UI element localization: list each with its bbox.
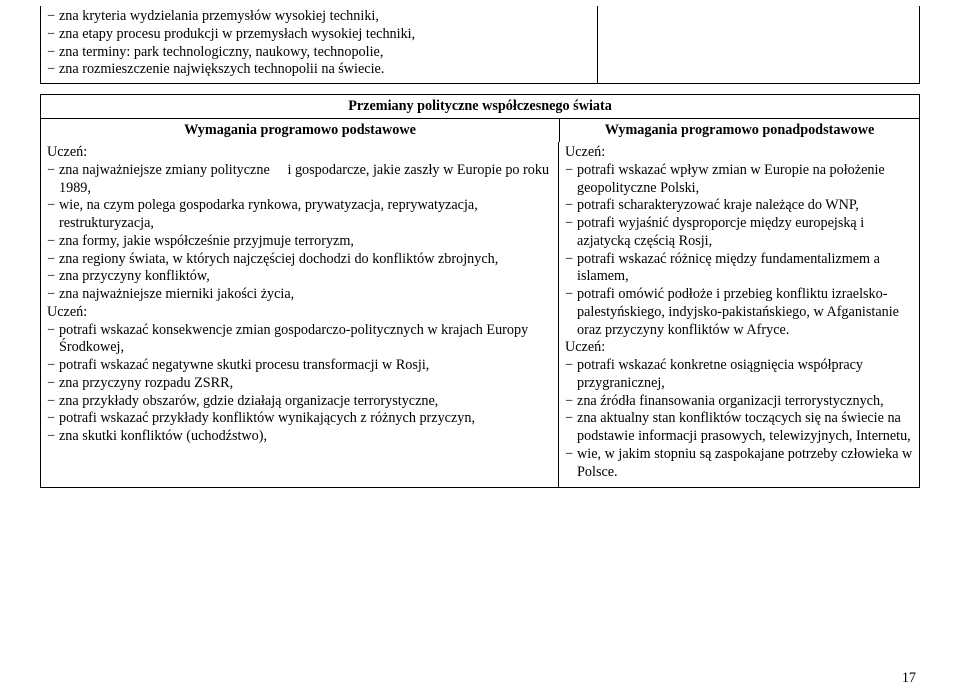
main-table: Przemiany polityczne współczesnego świat…: [40, 94, 920, 488]
list-item: potrafi wskazać przykłady konfliktów wyn…: [47, 410, 552, 428]
uczen-label: Uczeń:: [47, 304, 552, 322]
list-item: zna aktualny stan konfliktów toczących s…: [565, 410, 913, 446]
list-item: zna przyczyny konfliktów,: [47, 268, 552, 286]
list-item: potrafi wskazać konkretne osiągnięcia ws…: [565, 357, 913, 393]
list-item: zna kryteria wydzielania przemysłów wyso…: [47, 8, 591, 26]
main-table-header-left: Wymagania programowo podstawowe: [41, 119, 560, 142]
list-item: wie, na czym polega gospodarka rynkowa, …: [47, 197, 552, 233]
list-item: zna regiony świata, w których najczęście…: [47, 251, 552, 269]
list-item: zna najważniejsze zmiany polityczne i go…: [47, 162, 552, 198]
main-table-title: Przemiany polityczne współczesnego świat…: [41, 95, 919, 119]
list-item: zna etapy procesu produkcji w przemysłac…: [47, 26, 591, 44]
list-item: zna źródła finansowania organizacji terr…: [565, 393, 913, 411]
list-item: wie, w jakim stopniu są zaspokajane potr…: [565, 446, 913, 482]
main-table-body: Uczeń: zna najważniejsze zmiany politycz…: [41, 142, 919, 487]
main-table-body-right: Uczeń: potrafi wskazać wpływ zmian w Eur…: [559, 142, 919, 487]
list-item: zna najważniejsze mierniki jakości życia…: [47, 286, 552, 304]
list-item: zna rozmieszczenie największych technopo…: [47, 61, 591, 79]
page-number: 17: [902, 670, 916, 687]
main-table-body-left: Uczeń: zna najważniejsze zmiany politycz…: [41, 142, 559, 487]
main-table-header-row: Wymagania programowo podstawowe Wymagani…: [41, 119, 919, 142]
list-item: potrafi wskazać wpływ zmian w Europie na…: [565, 162, 913, 198]
page: zna kryteria wydzielania przemysłów wyso…: [0, 0, 960, 488]
list-item: zna terminy: park technologiczny, naukow…: [47, 44, 591, 62]
top-table-left-cell: zna kryteria wydzielania przemysłów wyso…: [41, 6, 598, 83]
uczen-label: Uczeń:: [565, 339, 913, 357]
uczen-label: Uczeń:: [47, 144, 552, 162]
list-item: potrafi omówić podłoże i przebieg konfli…: [565, 286, 913, 339]
uczen-label: Uczeń:: [565, 144, 913, 162]
main-table-header-right: Wymagania programowo ponadpodstawowe: [560, 119, 919, 142]
list-item: potrafi wskazać negatywne skutki procesu…: [47, 357, 552, 375]
list-item: zna skutki konfliktów (uchodźstwo),: [47, 428, 552, 446]
top-table-right-cell: [598, 6, 919, 83]
list-item: potrafi wyjaśnić dysproporcje między eur…: [565, 215, 913, 251]
list-item: zna przykłady obszarów, gdzie działają o…: [47, 393, 552, 411]
list-item: zna formy, jakie współcześnie przyjmuje …: [47, 233, 552, 251]
top-table: zna kryteria wydzielania przemysłów wyso…: [40, 6, 920, 84]
list-item: potrafi scharakteryzować kraje należące …: [565, 197, 913, 215]
list-item: potrafi wskazać konsekwencje zmian gospo…: [47, 322, 552, 358]
list-item: zna przyczyny rozpadu ZSRR,: [47, 375, 552, 393]
list-item: potrafi wskazać różnicę między fundament…: [565, 251, 913, 287]
